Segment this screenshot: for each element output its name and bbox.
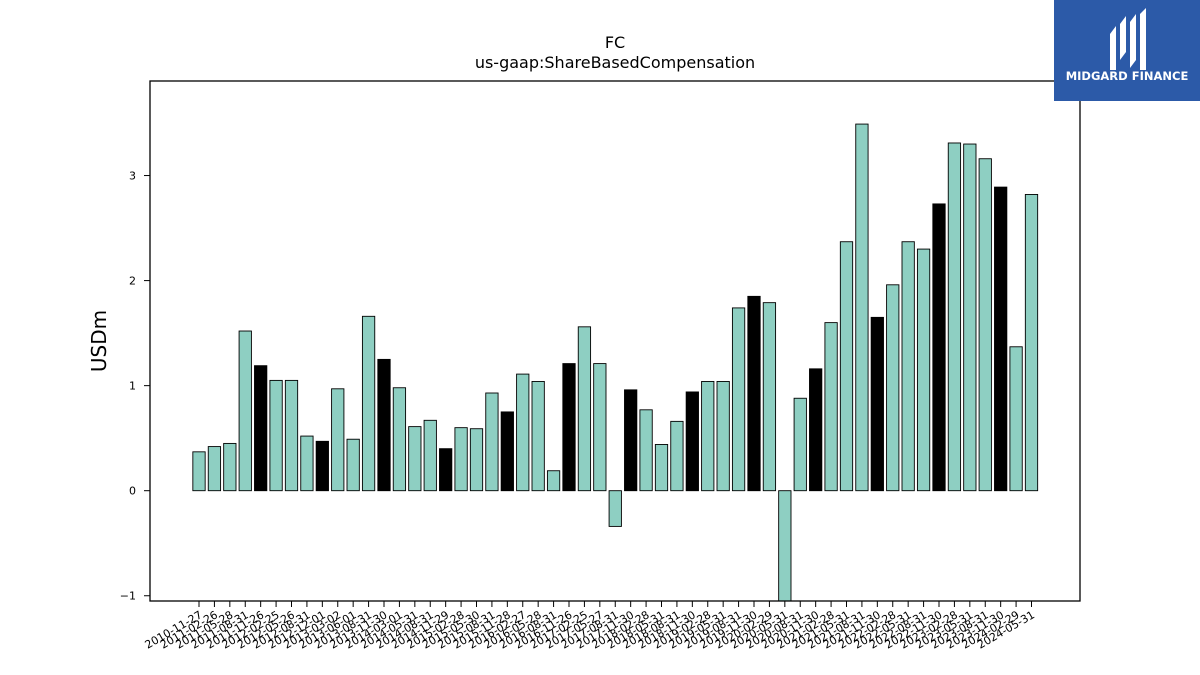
bar <box>408 426 422 492</box>
bar <box>315 440 329 492</box>
bar <box>824 322 838 492</box>
y-axis-label: USDm <box>87 310 111 372</box>
bar <box>855 123 869 492</box>
y-tick-label: −1 <box>120 590 136 603</box>
bar <box>901 241 915 492</box>
plot-frame <box>149 80 1081 602</box>
bar <box>701 380 715 492</box>
bar <box>207 446 222 492</box>
bar <box>454 427 468 492</box>
bar <box>469 428 484 492</box>
bar <box>500 411 514 492</box>
bar <box>238 330 252 492</box>
bar <box>531 380 545 492</box>
bar <box>747 295 761 492</box>
bar <box>423 419 437 492</box>
logo-background <box>1054 0 1200 101</box>
bar <box>439 448 453 492</box>
bar <box>377 358 391 492</box>
bar <box>932 203 946 492</box>
chart-subtitle: us-gaap:ShareBasedCompensation <box>475 53 755 72</box>
bar <box>839 241 854 492</box>
bars <box>192 123 1039 602</box>
bar <box>1009 346 1023 492</box>
bar <box>793 397 807 492</box>
bar <box>886 284 900 492</box>
bar <box>562 363 576 492</box>
bar <box>994 186 1008 492</box>
bar <box>284 379 299 492</box>
bar <box>254 365 268 492</box>
bar <box>762 302 777 492</box>
bar <box>978 158 992 492</box>
bar <box>624 389 638 492</box>
midgard-finance-logo: MIDGARD FINANCE <box>1054 0 1200 101</box>
x-axis-ticks: 2010-11-272011-02-262011-05-282011-08-31… <box>143 601 1037 652</box>
chart-title: FC <box>605 33 625 52</box>
bar <box>639 409 653 492</box>
bar <box>716 380 730 492</box>
bar <box>778 490 792 602</box>
bar <box>916 248 931 492</box>
bar <box>361 315 376 492</box>
y-tick-label: 0 <box>129 485 136 498</box>
bar <box>331 388 345 492</box>
bar <box>300 435 314 492</box>
bar <box>1024 194 1039 492</box>
bar <box>963 143 977 492</box>
bar <box>947 142 962 492</box>
bar <box>392 387 407 492</box>
bar <box>485 392 499 492</box>
bar <box>685 391 699 492</box>
bar <box>809 368 823 492</box>
bar <box>192 451 206 492</box>
bar <box>593 363 607 492</box>
logo-mark-icon <box>1110 8 1146 70</box>
bar <box>654 444 669 492</box>
y-tick-label: 2 <box>129 275 136 288</box>
bar <box>577 326 592 492</box>
bar <box>516 373 530 492</box>
bar <box>870 316 884 492</box>
y-tick-label: 1 <box>129 380 136 393</box>
bar <box>223 442 237 492</box>
bar <box>670 420 684 492</box>
y-axis-ticks: −1 0 1 2 3 <box>120 170 150 603</box>
bar <box>731 307 746 492</box>
bar <box>608 490 622 527</box>
bar <box>269 379 283 492</box>
y-tick-label: 3 <box>129 170 136 183</box>
bar <box>346 438 360 492</box>
logo-text: MIDGARD FINANCE <box>1066 69 1189 83</box>
bar <box>546 470 561 492</box>
